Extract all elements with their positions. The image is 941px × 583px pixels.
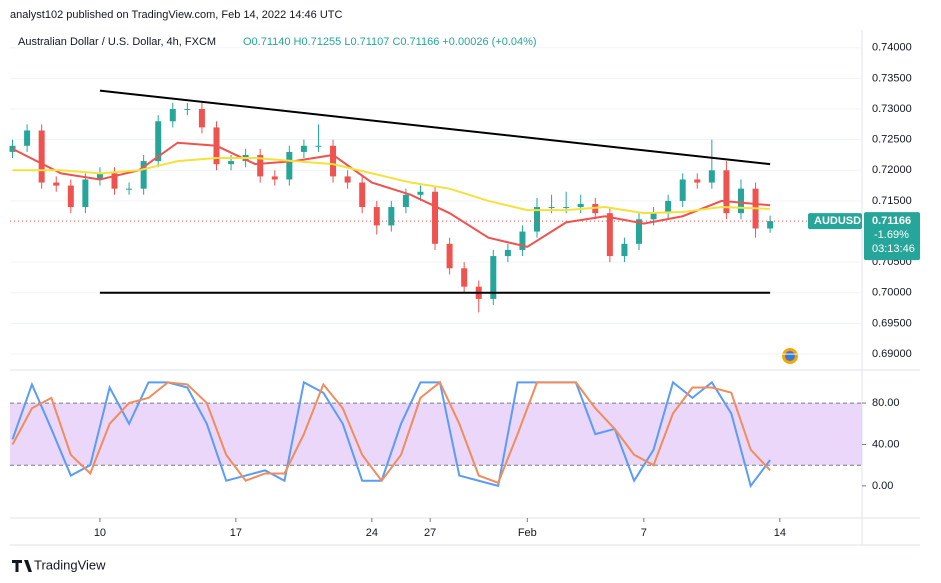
countdown-label: 03:13:46 xyxy=(872,243,915,255)
x-tick-label: 14 xyxy=(774,527,786,539)
candle-body xyxy=(577,203,584,208)
candle-body xyxy=(534,207,541,232)
candle-body xyxy=(708,170,715,183)
candle-body xyxy=(38,130,45,183)
candle-body xyxy=(67,185,74,208)
candle-body xyxy=(432,191,439,244)
y-tick-label: 0.71500 xyxy=(872,195,912,207)
footer-brand: TradingView xyxy=(34,557,106,572)
candle-body xyxy=(228,161,235,165)
candle-body xyxy=(519,231,526,250)
stoch-line xyxy=(11,380,771,489)
candle-body xyxy=(359,182,366,208)
candle-body xyxy=(96,173,103,180)
candle-body xyxy=(184,109,191,111)
moving-average xyxy=(12,157,771,215)
candle-body xyxy=(300,145,307,152)
y-tick-label: 0.74000 xyxy=(872,42,912,54)
candle-body xyxy=(169,109,176,122)
x-tick-label: 10 xyxy=(94,527,106,539)
candle-body xyxy=(417,191,424,195)
stoch-band xyxy=(10,403,862,466)
x-tick-label: Feb xyxy=(518,527,537,539)
candle-body xyxy=(82,179,89,208)
candle-body xyxy=(155,121,162,162)
candle-body xyxy=(737,188,744,214)
x-tick-label: 24 xyxy=(366,527,378,539)
candle-body xyxy=(286,151,293,180)
candle-body xyxy=(126,188,133,190)
candle-body xyxy=(723,170,730,214)
candle-body xyxy=(140,161,147,189)
y-tick-label: 40.00 xyxy=(872,438,900,450)
candle-body xyxy=(694,179,701,183)
x-tick-label: 7 xyxy=(641,527,647,539)
candle-body xyxy=(767,221,774,229)
ohlc-values: O0.71140 H0.71255 L0.71107 C0.71166 +0.0… xyxy=(243,36,537,48)
price-box xyxy=(864,212,920,261)
y-tick-label: 0.73500 xyxy=(872,72,912,84)
candle-body xyxy=(344,176,351,183)
x-tick-label: 17 xyxy=(230,527,242,539)
candle-body xyxy=(24,130,31,146)
candle-body xyxy=(446,243,453,269)
candle-body xyxy=(330,145,337,177)
candle-body xyxy=(257,154,264,177)
candle-body xyxy=(198,109,205,128)
candle-body xyxy=(315,145,322,147)
candle-body xyxy=(650,213,657,220)
candle-body xyxy=(621,243,628,257)
candle-body xyxy=(373,207,380,226)
symbol-label: AUDUSD xyxy=(814,215,861,227)
moving-average xyxy=(12,141,771,248)
y-tick-label: 0.72500 xyxy=(872,134,912,146)
candle-body xyxy=(635,219,642,244)
candle-body xyxy=(490,256,497,299)
candle-body xyxy=(606,213,613,257)
candle-body xyxy=(504,249,511,257)
candle-body xyxy=(679,179,686,201)
flag-icon-inner xyxy=(785,351,795,361)
y-tick-label: 80.00 xyxy=(872,397,900,409)
price-label: 0.71166 xyxy=(872,215,911,227)
candle-body xyxy=(665,200,672,214)
y-tick-label: 0.72000 xyxy=(872,164,912,176)
x-tick-label: 27 xyxy=(424,527,436,539)
tv-logo xyxy=(12,560,32,572)
stoch-line xyxy=(11,380,771,485)
y-tick-label: 0.73000 xyxy=(872,103,912,115)
candle-body xyxy=(461,268,468,287)
trendline xyxy=(99,89,771,166)
published-note: analyst102 published on TradingView.com,… xyxy=(10,9,343,21)
candle-body xyxy=(111,173,118,189)
change-label: -1.69% xyxy=(874,229,909,241)
candle-body xyxy=(563,207,570,209)
y-tick-label: 0.69500 xyxy=(872,317,912,329)
y-tick-label: 0.70000 xyxy=(872,287,912,299)
candle-body xyxy=(53,182,60,186)
y-tick-label: 0.00 xyxy=(872,480,893,492)
candle-body xyxy=(271,176,278,180)
candle-body xyxy=(548,207,555,209)
candle-body xyxy=(402,194,409,208)
symbol-title: Australian Dollar / U.S. Dollar, 4h, FXC… xyxy=(18,36,216,48)
candle-body xyxy=(388,207,395,226)
y-tick-label: 0.69000 xyxy=(872,348,912,360)
symbol-box xyxy=(808,213,862,230)
